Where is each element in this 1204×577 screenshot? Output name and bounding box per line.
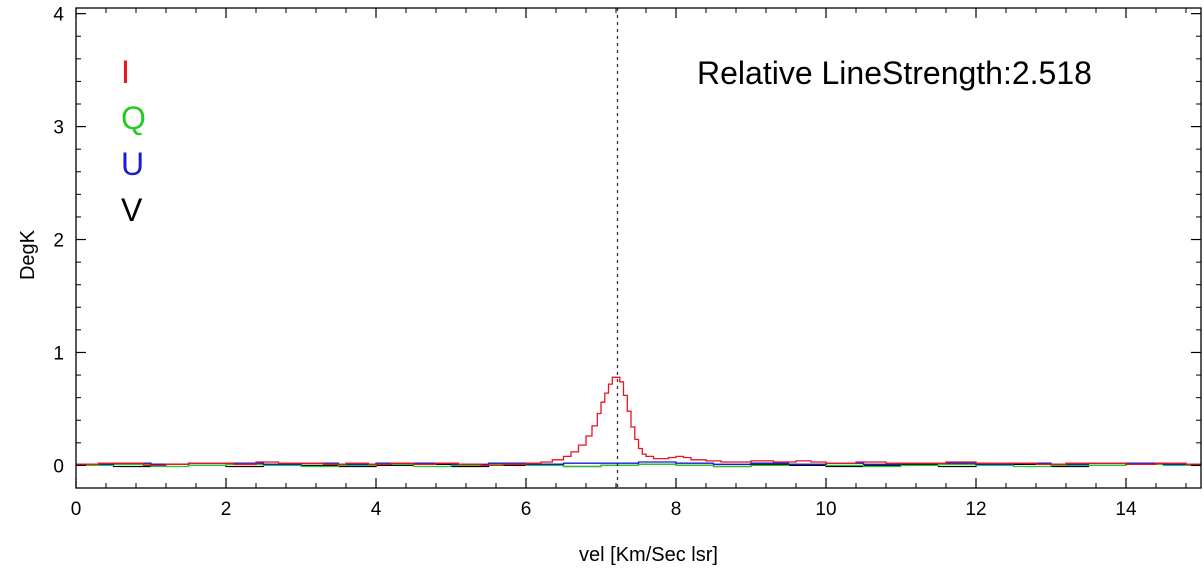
x-axis-title: vel [Km/Sec lsr] [579,544,718,566]
x-tick-label: 0 [71,499,82,520]
y-tick-label: 1 [53,343,64,364]
plot-frame [75,7,1202,489]
x-tick-label: 2 [221,499,232,520]
legend-entry-U: U [121,146,144,182]
legend-entry-I: I [121,54,130,90]
x-tick-label: 14 [1115,499,1137,520]
series-line-I [76,376,1201,467]
series-layer [76,376,1201,468]
relative-linestrength-annotation: Relative LineStrength:2.518 [697,55,1092,91]
ticks-layer [75,8,1201,489]
legend-entry-Q: Q [121,100,146,136]
y-tick-label: 3 [53,118,64,139]
series-line-Q [76,463,1201,468]
x-tick-label: 6 [521,499,532,520]
y-tick-label: 0 [53,456,64,477]
y-tick-label: 4 [53,5,64,26]
legend-entry-V: V [121,192,143,228]
y-tick-label: 2 [53,231,64,252]
x-tick-label: 10 [815,499,836,520]
y-axis-title: DegK [17,229,39,280]
x-tick-label: 4 [371,499,382,520]
x-tick-label: 8 [671,499,682,520]
x-tick-label: 12 [965,499,986,520]
